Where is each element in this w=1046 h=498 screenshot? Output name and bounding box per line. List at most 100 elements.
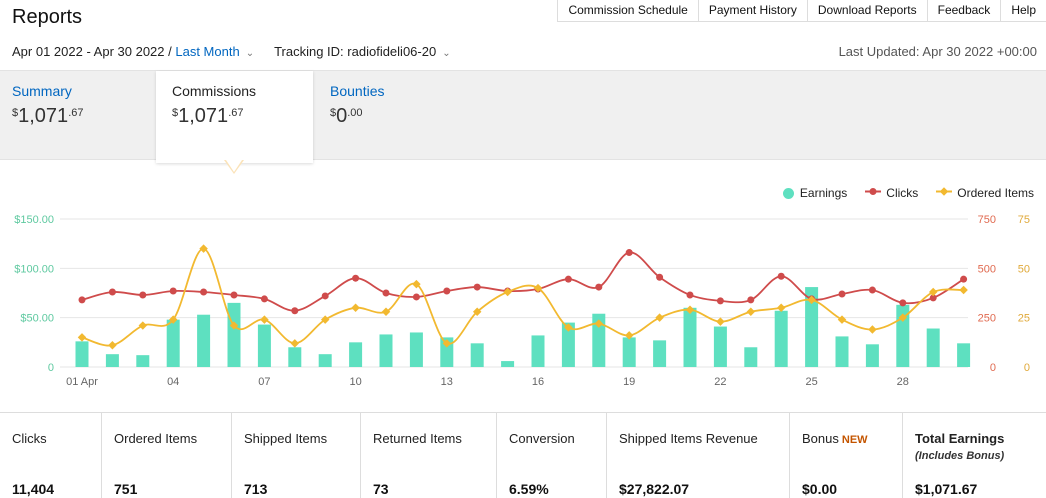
- x-axis-tick: 01 Apr: [66, 376, 98, 388]
- clicks-point: [260, 295, 268, 303]
- active-tab-pointer-inner: [226, 160, 242, 172]
- earnings-bar: [774, 310, 788, 367]
- stat-bonus: Bonus NEW $0.00: [790, 413, 903, 498]
- earnings-bar: [622, 337, 636, 367]
- stat-label: Ordered Items: [114, 431, 198, 446]
- x-axis-tick: 25: [805, 376, 817, 388]
- clicks-point: [868, 286, 876, 294]
- download-reports-button[interactable]: Download Reports: [806, 0, 927, 22]
- ordered-items-point: [260, 315, 269, 324]
- legend-ordered-items[interactable]: Ordered Items: [936, 186, 1034, 200]
- tab-bounties[interactable]: Bounties $0.00: [318, 71, 458, 161]
- earnings-bar: [227, 302, 241, 367]
- legend-clicks[interactable]: Clicks: [865, 186, 918, 200]
- tracking-id-dropdown[interactable]: radiofideli06-20: [347, 44, 437, 59]
- earnings-bar: [957, 343, 971, 367]
- stat-label: Clicks: [12, 431, 47, 446]
- stat-value: 751: [114, 481, 138, 497]
- tab-label: Bounties: [330, 83, 385, 99]
- stat-conversion: Conversion 6.59%: [497, 413, 607, 498]
- y-axis-earnings-tick: $150.00: [14, 214, 54, 226]
- stat-label: Shipped Items Revenue: [619, 431, 758, 446]
- x-axis-tick: 10: [349, 376, 361, 388]
- clicks-point: [747, 296, 755, 304]
- stat-label: Total Earnings: [915, 431, 1005, 446]
- y-axis-earnings-tick: $50.00: [20, 313, 54, 325]
- stat-value: 6.59%: [509, 481, 549, 497]
- stat-label: Returned Items: [373, 431, 462, 446]
- clicks-point: [139, 291, 147, 299]
- y-axis-ordered-tick: 25: [1018, 313, 1030, 325]
- earnings-bar: [744, 347, 758, 367]
- earnings-bar: [379, 334, 393, 367]
- date-range-text: Apr 01 2022 - Apr 30 2022 /: [12, 44, 172, 59]
- commission-schedule-button[interactable]: Commission Schedule: [557, 0, 698, 22]
- x-axis-tick: 22: [714, 376, 726, 388]
- earnings-bar: [683, 307, 697, 367]
- ordered-items-point: [746, 307, 756, 316]
- clicks-line-icon: [865, 186, 882, 200]
- ordered-items-point: [138, 321, 148, 330]
- earnings-bar: [166, 319, 180, 367]
- stat-value: $0.00: [802, 481, 838, 497]
- ordered-items-point: [442, 339, 452, 348]
- earnings-bar: [926, 328, 940, 367]
- tracking-id-label: Tracking ID:: [274, 44, 344, 59]
- clicks-point: [686, 291, 694, 299]
- clicks-point: [777, 272, 785, 280]
- ordered-items-point: [716, 317, 725, 326]
- ordered-items-point: [168, 315, 178, 324]
- x-axis-tick: 04: [167, 376, 179, 388]
- chevron-down-icon[interactable]: ⌄: [245, 48, 255, 59]
- tab-amount: $1,071.67: [172, 105, 244, 127]
- legend-label: Clicks: [886, 186, 919, 200]
- earnings-bar: [75, 341, 89, 367]
- stat-label: Bonus NEW: [802, 431, 868, 446]
- earnings-bar: [257, 324, 271, 367]
- ordered-items-point: [655, 313, 664, 322]
- chevron-down-icon[interactable]: ⌄: [442, 48, 451, 59]
- clicks-series-line: [81, 251, 965, 312]
- tab-summary[interactable]: Summary $1,071.67: [0, 71, 155, 161]
- clicks-point: [321, 292, 329, 300]
- y-axis-ordered-tick: 75: [1018, 214, 1030, 226]
- ordered-items-point: [959, 285, 968, 295]
- ordered-items-point: [928, 287, 938, 297]
- stats-bar: Clicks 11,404 Ordered Items 751 Shipped …: [0, 412, 1046, 498]
- help-button[interactable]: Help: [1000, 0, 1046, 22]
- tab-amount: $0.00: [330, 105, 363, 127]
- stat-label: Shipped Items: [244, 431, 328, 446]
- report-tabs: Summary $1,071.67 Commissions $1,071.67 …: [0, 70, 1046, 163]
- tab-commissions[interactable]: Commissions $1,071.67: [156, 71, 313, 163]
- new-badge: NEW: [841, 434, 868, 446]
- date-preset-dropdown[interactable]: Last Month: [175, 44, 240, 59]
- y-axis-clicks-tick: 250: [978, 313, 996, 325]
- legend-earnings[interactable]: Earnings: [782, 186, 847, 200]
- clicks-point: [716, 297, 724, 305]
- earnings-bar: [835, 336, 849, 367]
- clicks-point: [960, 275, 968, 283]
- earnings-bar: [197, 314, 211, 367]
- earnings-bar: [805, 287, 819, 367]
- feedback-button[interactable]: Feedback: [926, 0, 1001, 22]
- earnings-bar: [592, 313, 606, 367]
- stat-ordered-items: Ordered Items 751: [102, 413, 232, 498]
- clicks-point: [595, 283, 603, 291]
- earnings-bar: [653, 340, 667, 367]
- stat-shipped-revenue: Shipped Items Revenue $27,822.07: [607, 413, 790, 498]
- earnings-bar: [318, 354, 332, 367]
- ordered-items-point: [624, 331, 634, 340]
- clicks-point: [108, 288, 116, 296]
- legend-label: Ordered Items: [957, 186, 1034, 200]
- clicks-point: [443, 287, 451, 295]
- ordered-items-point: [503, 287, 512, 297]
- payment-history-button[interactable]: Payment History: [697, 0, 807, 22]
- y-axis-clicks-tick: 750: [978, 214, 996, 226]
- earnings-bar: [713, 326, 727, 367]
- stat-total-earnings: Total Earnings (Includes Bonus) $1,071.6…: [903, 413, 1046, 498]
- earnings-bar: [561, 322, 575, 367]
- top-nav: Commission Schedule Payment History Down…: [557, 0, 1046, 22]
- ordered-items-point: [351, 303, 360, 313]
- x-axis-tick: 13: [441, 376, 453, 388]
- ordered-items-point: [199, 244, 208, 253]
